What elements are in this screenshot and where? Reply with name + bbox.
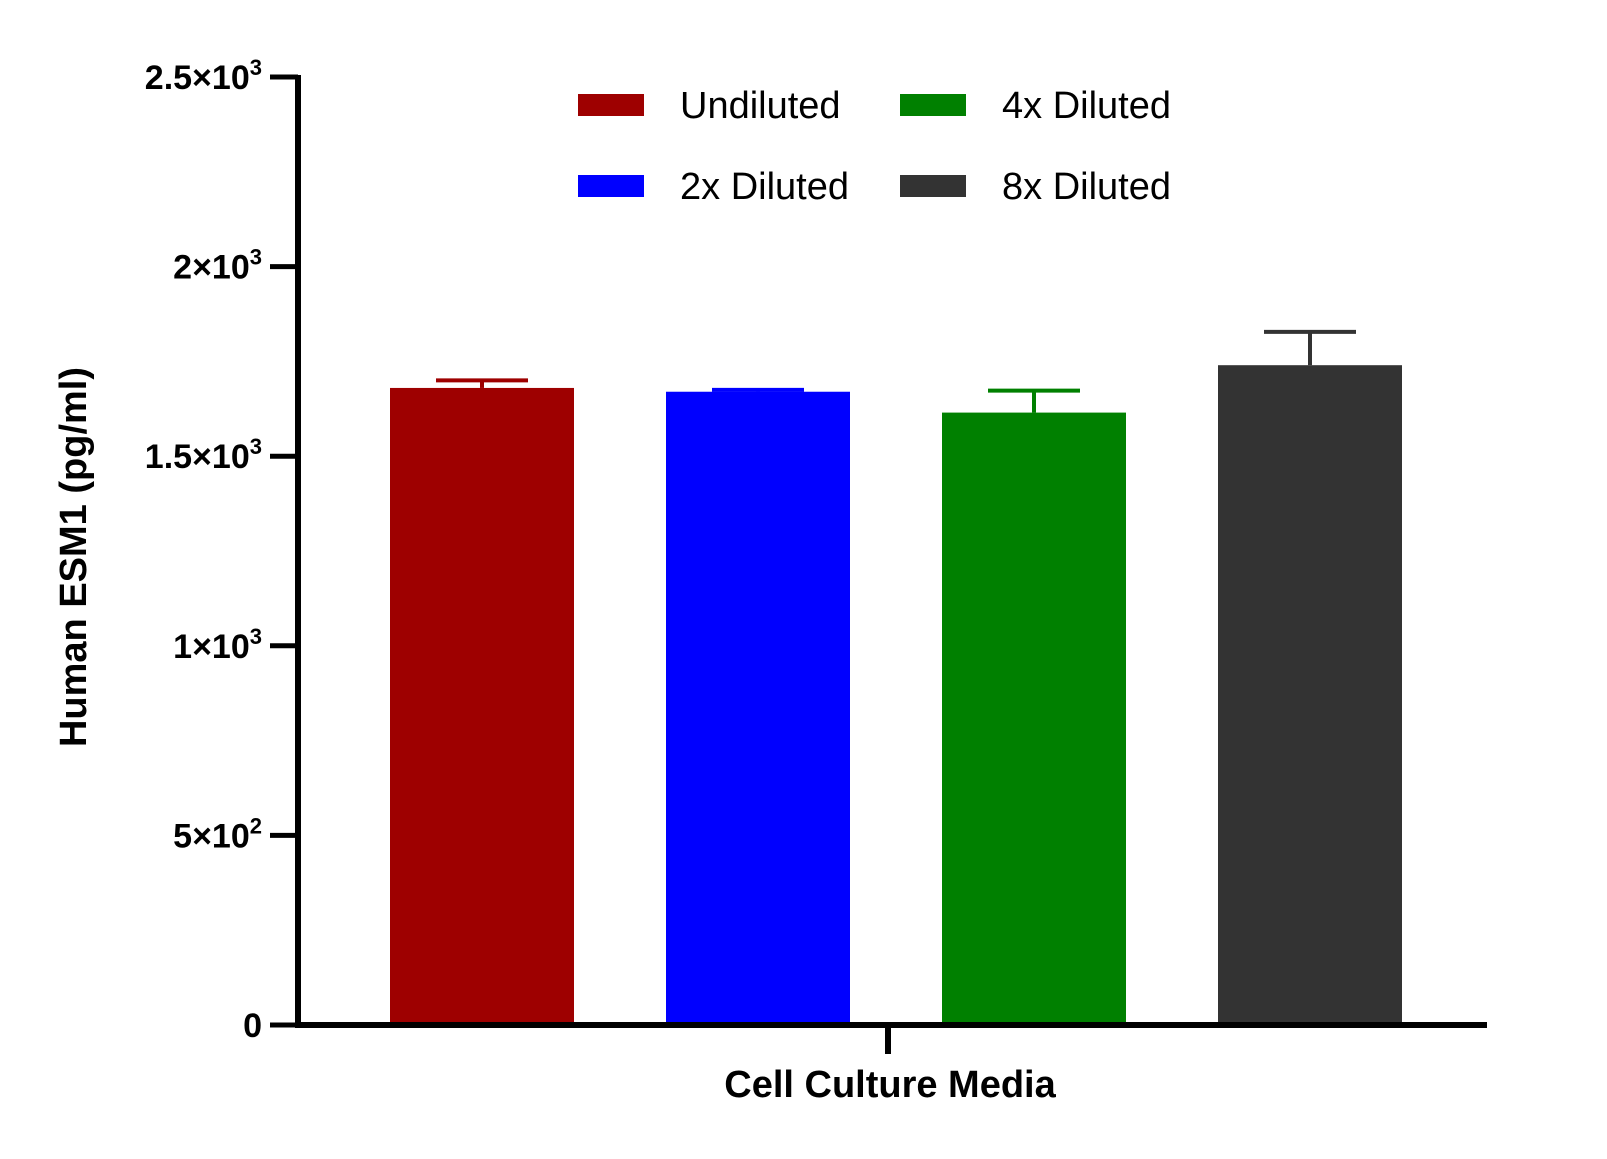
legend-swatch: [900, 94, 966, 116]
legend-label: 2x Diluted: [680, 166, 849, 208]
axes-group: [295, 75, 1487, 1054]
y-tick-label: 0: [243, 1007, 262, 1045]
legend-swatch: [900, 175, 966, 197]
y-axis-title: Human ESM1 (pg/ml): [53, 367, 95, 747]
y-tick-label: 5×102: [173, 813, 262, 855]
y-tick-label: 1×103: [173, 624, 262, 666]
bar-2x-diluted: [666, 391, 850, 1026]
legend-label: Undiluted: [680, 85, 841, 127]
y-tick-label: 2.5×103: [145, 55, 262, 97]
legend-label: 4x Diluted: [1002, 85, 1171, 127]
bar-8x-diluted: [1218, 365, 1402, 1025]
legend-swatch: [578, 175, 644, 197]
bar-undiluted: [390, 387, 574, 1026]
legend: Undiluted 2x Diluted 4x Diluted 8x Diluted: [578, 85, 1171, 208]
legend-label: 8x Diluted: [1002, 166, 1171, 208]
bars-group: [390, 365, 1402, 1026]
y-ticks-group: 0 5×102 1×103 1.5×103 2×103 2.5×103: [145, 55, 298, 1045]
legend-swatch: [578, 94, 644, 116]
y-tick-label: 1.5×103: [145, 434, 262, 476]
y-tick-label: 2×103: [173, 245, 262, 287]
bar-4x-diluted: [942, 412, 1126, 1025]
error-bars-group: [436, 329, 1356, 413]
x-axis-title: Cell Culture Media: [724, 1064, 1056, 1106]
